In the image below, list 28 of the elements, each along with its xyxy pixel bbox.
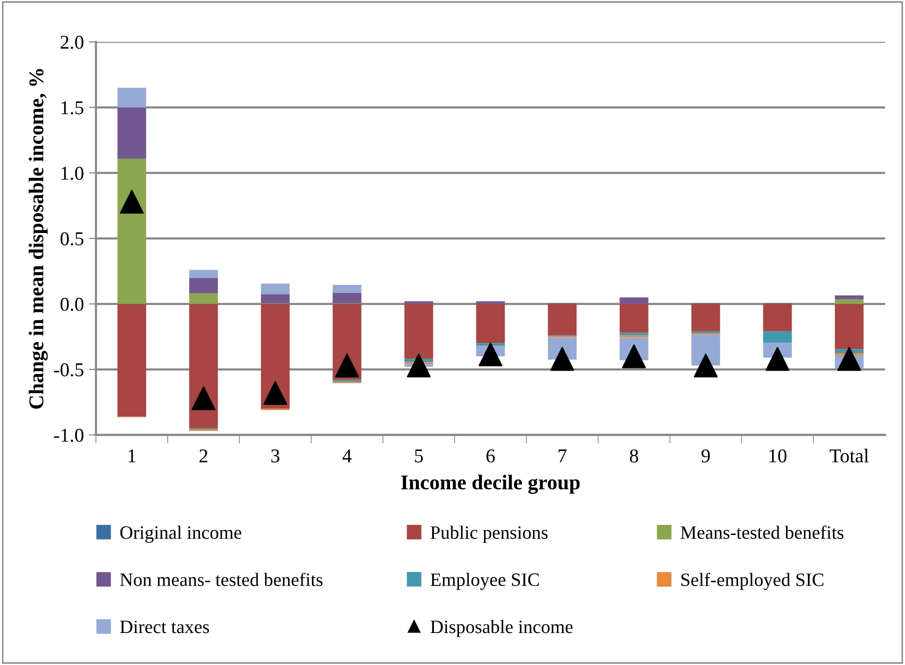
x-tick-label: 1 (128, 449, 136, 462)
x-tick-label: 8 (630, 449, 638, 462)
x-tick-label: 9 (702, 449, 710, 462)
legend-label: Self-employed SIC (681, 572, 824, 590)
x-tick-label: 5 (415, 450, 423, 462)
y-tick-label: -1.0 (54, 428, 84, 442)
y-tick-label: 0.5 (60, 232, 84, 246)
x-tick-label: 6 (486, 449, 495, 462)
y-tick-label: 1.0 (62, 166, 84, 180)
legend-label: Public pensions (430, 526, 548, 543)
y-tick-label: -0.5 (54, 363, 84, 376)
legend-label: Direct taxes (120, 620, 209, 634)
x-tick-label: 3 (271, 449, 280, 462)
x-tick-label: 2 (200, 449, 208, 462)
x-tick-label: 4 (342, 449, 352, 462)
legend-label: Employee SIC (430, 572, 539, 590)
y-tick-label: 1.5 (62, 101, 84, 114)
x-tick-label: 10 (769, 449, 786, 462)
legend-label: Disposable income (430, 620, 573, 638)
y-tick-label: 0.0 (60, 298, 84, 311)
legend-label: Non means- tested benefits (120, 572, 322, 586)
legend-label: Means-tested benefits (680, 526, 844, 539)
y-axis-title: Change in mean disposable income, % (28, 69, 48, 409)
legend-label: Original income (120, 526, 242, 543)
x-tick-label: Total (830, 448, 869, 462)
y-tick-label: 2.0 (60, 36, 84, 49)
x-tick-label: 7 (558, 450, 567, 462)
x-axis-title: Income decile group (401, 474, 580, 494)
